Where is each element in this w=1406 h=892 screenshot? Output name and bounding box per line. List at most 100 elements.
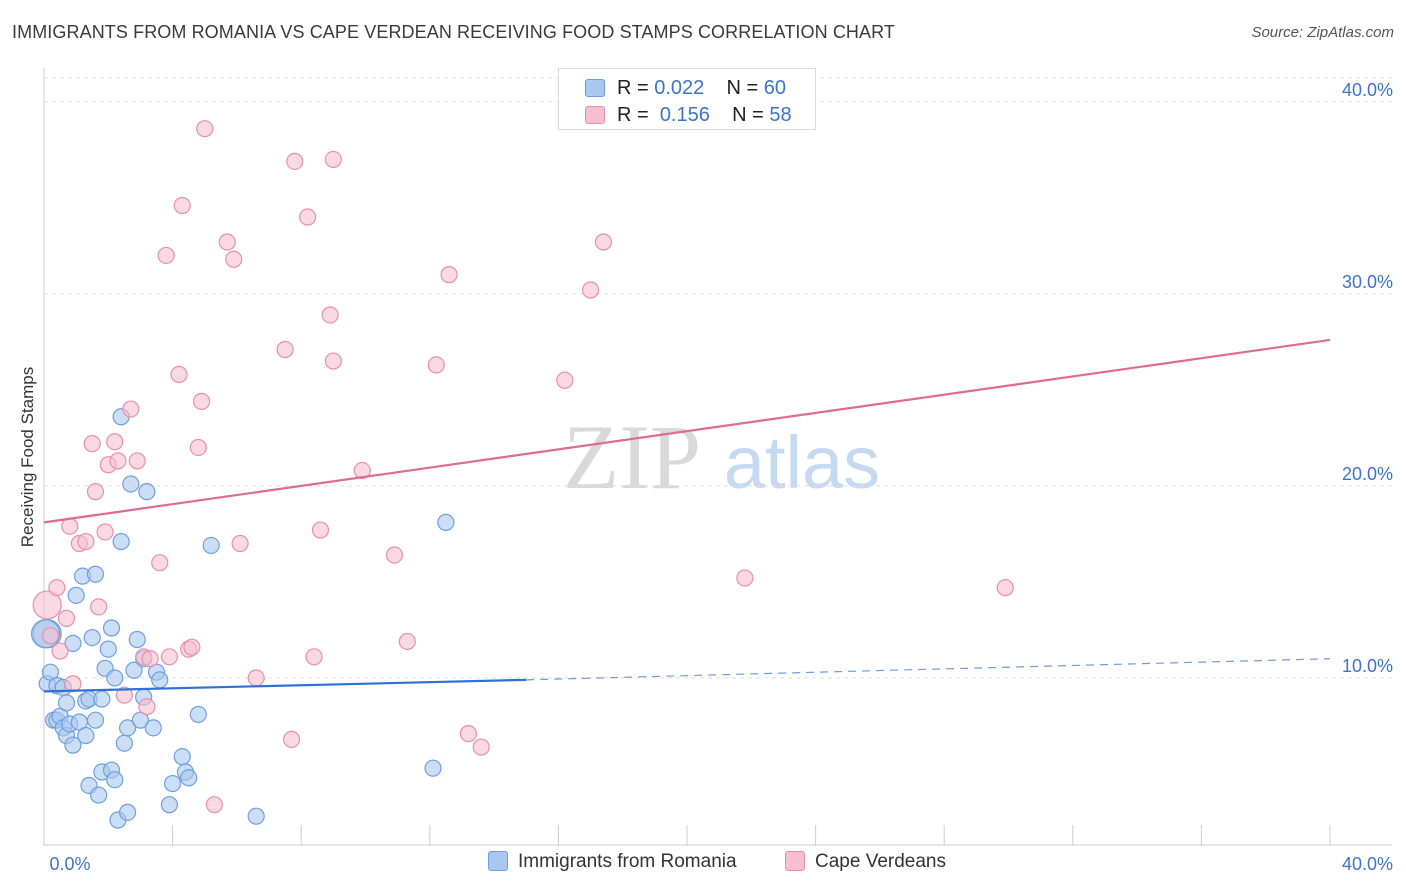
data-point-cape-verdean (109, 452, 127, 470)
data-point-romania (151, 671, 169, 689)
data-point-cape-verdean (225, 250, 243, 268)
trend-line-cape-verdean (43, 338, 1331, 524)
data-point-cape-verdean (324, 150, 342, 169)
legend-r-value: 0.156 (659, 104, 710, 126)
data-point-cape-verdean (218, 233, 236, 251)
legend-label-romania: Immigrants from Romania (518, 851, 737, 872)
data-point-cape-verdean (594, 233, 613, 251)
data-point-cape-verdean (122, 400, 140, 418)
data-point-romania (125, 661, 143, 679)
data-point-cape-verdean (86, 483, 105, 501)
data-point-cape-verdean (51, 642, 69, 660)
data-point-cape-verdean (106, 433, 124, 451)
data-point-cape-verdean (128, 452, 146, 470)
data-point-cape-verdean (205, 796, 223, 814)
data-point-cape-verdean (556, 371, 574, 389)
data-point-cape-verdean (170, 365, 188, 384)
data-point-cape-verdean (151, 554, 169, 572)
source-label: Source: ZipAtlas.com (1251, 24, 1394, 41)
trend-line-romania-extension (526, 658, 1331, 681)
data-point-romania (173, 748, 191, 766)
data-point-cape-verdean (157, 246, 175, 265)
data-point-cape-verdean (83, 435, 101, 453)
watermark-zip: ZIP (563, 406, 701, 508)
data-point-cape-verdean (305, 648, 323, 666)
legend-swatch-pink (585, 106, 605, 124)
data-point-cape-verdean (459, 725, 477, 743)
data-point-cape-verdean (353, 461, 371, 480)
data-point-cape-verdean (189, 438, 207, 457)
data-point-romania (424, 759, 442, 777)
legend-item-cape-verdean[interactable]: Cape Verdeans (785, 851, 946, 873)
data-point-romania (115, 734, 133, 752)
legend-n-value: 58 (769, 104, 792, 126)
data-point-romania (106, 771, 124, 789)
data-point-romania (99, 640, 117, 658)
data-point-cape-verdean (311, 521, 330, 539)
axes (43, 68, 1392, 846)
data-point-romania (112, 532, 130, 551)
data-point-romania (122, 475, 140, 493)
legend-n-value: 60 (763, 77, 787, 99)
data-point-cape-verdean (48, 579, 66, 597)
data-point-romania (118, 719, 137, 737)
data-point-romania (164, 774, 182, 793)
data-point-cape-verdean (32, 590, 62, 620)
trend-lines (43, 338, 1331, 693)
y-axis-label: Receiving Food Stamps (18, 366, 37, 548)
data-point-romania (93, 690, 111, 708)
data-point-romania (144, 719, 162, 737)
data-point-cape-verdean (996, 579, 1014, 597)
data-point-cape-verdean (427, 356, 445, 374)
data-point-cape-verdean (321, 306, 339, 324)
watermark-atlas: atlas (724, 421, 880, 504)
chart-title: IMMIGRANTS FROM ROMANIA VS CAPE VERDEAN … (12, 22, 895, 42)
data-point-cape-verdean (472, 738, 490, 756)
data-point-cape-verdean (286, 152, 304, 170)
data-point-cape-verdean (385, 546, 404, 564)
data-point-cape-verdean (231, 534, 249, 553)
data-point-romania (202, 536, 220, 555)
data-point-cape-verdean (115, 686, 133, 704)
data-point-romania (128, 630, 146, 649)
y-tick-label: 20.0% (1342, 464, 1393, 484)
x-tick-label: 40.0% (1342, 854, 1393, 874)
series-cape-verdean (32, 120, 1014, 814)
legend-swatch-pink (785, 851, 805, 871)
data-point-cape-verdean (160, 648, 178, 666)
data-point-cape-verdean (77, 532, 95, 551)
data-point-romania (86, 711, 105, 729)
y-tick-label: 10.0% (1342, 656, 1393, 676)
gridlines (44, 77, 1392, 679)
legend-n-label: N = (726, 77, 764, 99)
legend-r-value: 0.022 (654, 77, 705, 99)
data-point-cape-verdean (324, 352, 342, 370)
data-point-cape-verdean (196, 120, 214, 138)
data-point-romania (64, 634, 82, 652)
legend-swatch-blue (488, 851, 508, 871)
trend-line-romania (43, 678, 527, 693)
data-point-romania (67, 586, 85, 604)
data-point-cape-verdean (57, 609, 76, 627)
legend-item-romania[interactable]: Immigrants from Romania (488, 851, 737, 873)
legend-r-label: R = (617, 104, 655, 126)
data-point-cape-verdean (440, 266, 458, 284)
watermark: ZIP atlas (563, 406, 880, 508)
legend-r-label: R = (617, 77, 655, 99)
data-point-romania (57, 694, 76, 712)
data-point-cape-verdean (138, 698, 156, 716)
series-romania (31, 408, 455, 829)
data-point-romania (90, 786, 108, 804)
data-point-cape-verdean (276, 340, 294, 359)
data-point-cape-verdean (247, 669, 265, 687)
data-point-cape-verdean (398, 632, 416, 651)
data-point-romania (437, 513, 455, 531)
data-point-cape-verdean (90, 598, 108, 616)
data-point-cape-verdean (173, 196, 191, 215)
legend-swatch-blue (585, 79, 605, 97)
data-point-romania (83, 628, 101, 647)
legend-n-label: N = (732, 104, 770, 126)
data-point-romania (160, 796, 178, 814)
data-point-cape-verdean (41, 627, 60, 645)
